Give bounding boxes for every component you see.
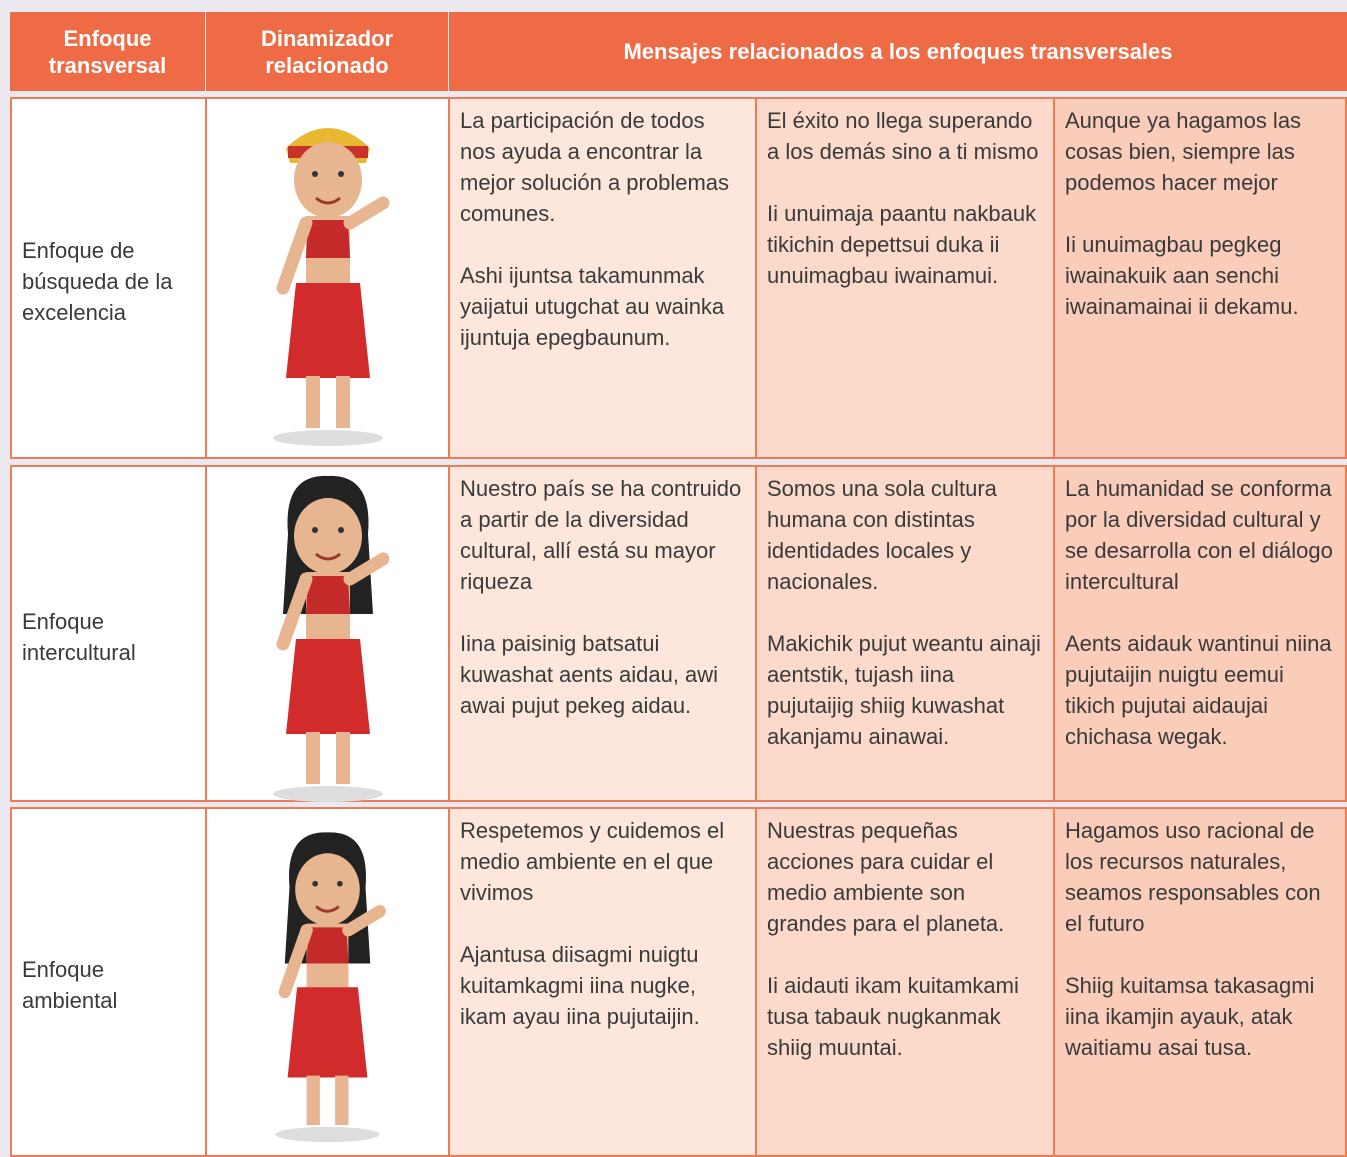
- message-spanish: El éxito no llega superando a los demás …: [767, 108, 1039, 164]
- figure: [272, 475, 389, 802]
- message-awajun: Ii unuimagbau pegkeg iwainakuik aan senc…: [1065, 232, 1299, 319]
- message-awajun: Iina paisinig batsatui kuwashat aents ai…: [460, 631, 719, 718]
- message-cell: Respetemos y cuidemos el medio ambiente …: [448, 807, 757, 1157]
- message-cell: La participación de todos nos ayuda a en…: [448, 97, 757, 459]
- message-awajun: Ashi ijuntsa takamunmak yaijatui utugcha…: [460, 263, 725, 350]
- message-spanish: La participación de todos nos ayuda a en…: [460, 108, 730, 226]
- message-cell: Hagamos uso racional de los recursos nat…: [1053, 807, 1347, 1157]
- approach-cell: Enfoque de búsqueda de la excelencia: [10, 97, 207, 459]
- message-cell: Somos una sola cultura humana con distin…: [755, 465, 1055, 802]
- message-cell: Aunque ya hagamos las cosas bien, siempr…: [1053, 97, 1347, 459]
- message-spanish: Hagamos uso racional de los recursos nat…: [1065, 818, 1321, 936]
- message-spanish: Respetemos y cuidemos el medio ambiente …: [460, 818, 725, 905]
- message-awajun: Aents aidauk wantinui niina pujutaijin n…: [1065, 631, 1332, 749]
- header-cell: Enfoque transversal: [10, 12, 205, 91]
- message-awajun: Ii unuimaja paantu nakbauk tikichin depe…: [767, 201, 1037, 288]
- image-cell: [205, 807, 450, 1157]
- approach-name: Enfoque de búsqueda de la excelencia: [22, 237, 173, 325]
- message-cell: El éxito no llega superando a los demás …: [755, 97, 1055, 459]
- message-spanish: La humanidad se conforma por la diversid…: [1065, 476, 1333, 594]
- figure: [275, 831, 386, 1142]
- message-awajun: Ajantusa diisagmi nuigtu kuitamkagmi iin…: [460, 942, 700, 1029]
- image-cell: [205, 465, 450, 802]
- message-cell: La humanidad se conforma por la diversid…: [1053, 465, 1347, 802]
- message-cell: Nuestras pequeñas acciones para cuidar e…: [755, 807, 1055, 1157]
- message-awajun: Shiig kuitamsa takasagmi iina ikamjin ay…: [1065, 973, 1315, 1060]
- approach-name: Enfoque ambiental: [22, 957, 118, 1013]
- message-awajun: Ii aidauti ikam kuitamkami tusa tabauk n…: [767, 973, 1019, 1060]
- message-awajun: Makichik pujut weantu ainaji aentstik, t…: [767, 631, 1041, 749]
- message-spanish: Nuestras pequeñas acciones para cuidar e…: [767, 818, 1005, 936]
- approach-cell: Enfoque intercultural: [10, 465, 207, 802]
- header-cell: Dinamizador relacionado: [206, 12, 448, 91]
- message-spanish: Aunque ya hagamos las cosas bien, siempr…: [1065, 108, 1302, 195]
- image-cell: [205, 97, 450, 459]
- message-spanish: Nuestro país se ha contruido a partir de…: [460, 476, 742, 594]
- header-cell: Mensajes relacionados a los enfoques tra…: [449, 12, 1347, 91]
- message-spanish: Somos una sola cultura humana con distin…: [767, 476, 997, 594]
- message-cell: Nuestro país se ha contruido a partir de…: [448, 465, 757, 802]
- approach-cell: Enfoque ambiental: [10, 807, 207, 1157]
- figure: [272, 128, 389, 446]
- approach-name: Enfoque intercultural: [22, 608, 136, 665]
